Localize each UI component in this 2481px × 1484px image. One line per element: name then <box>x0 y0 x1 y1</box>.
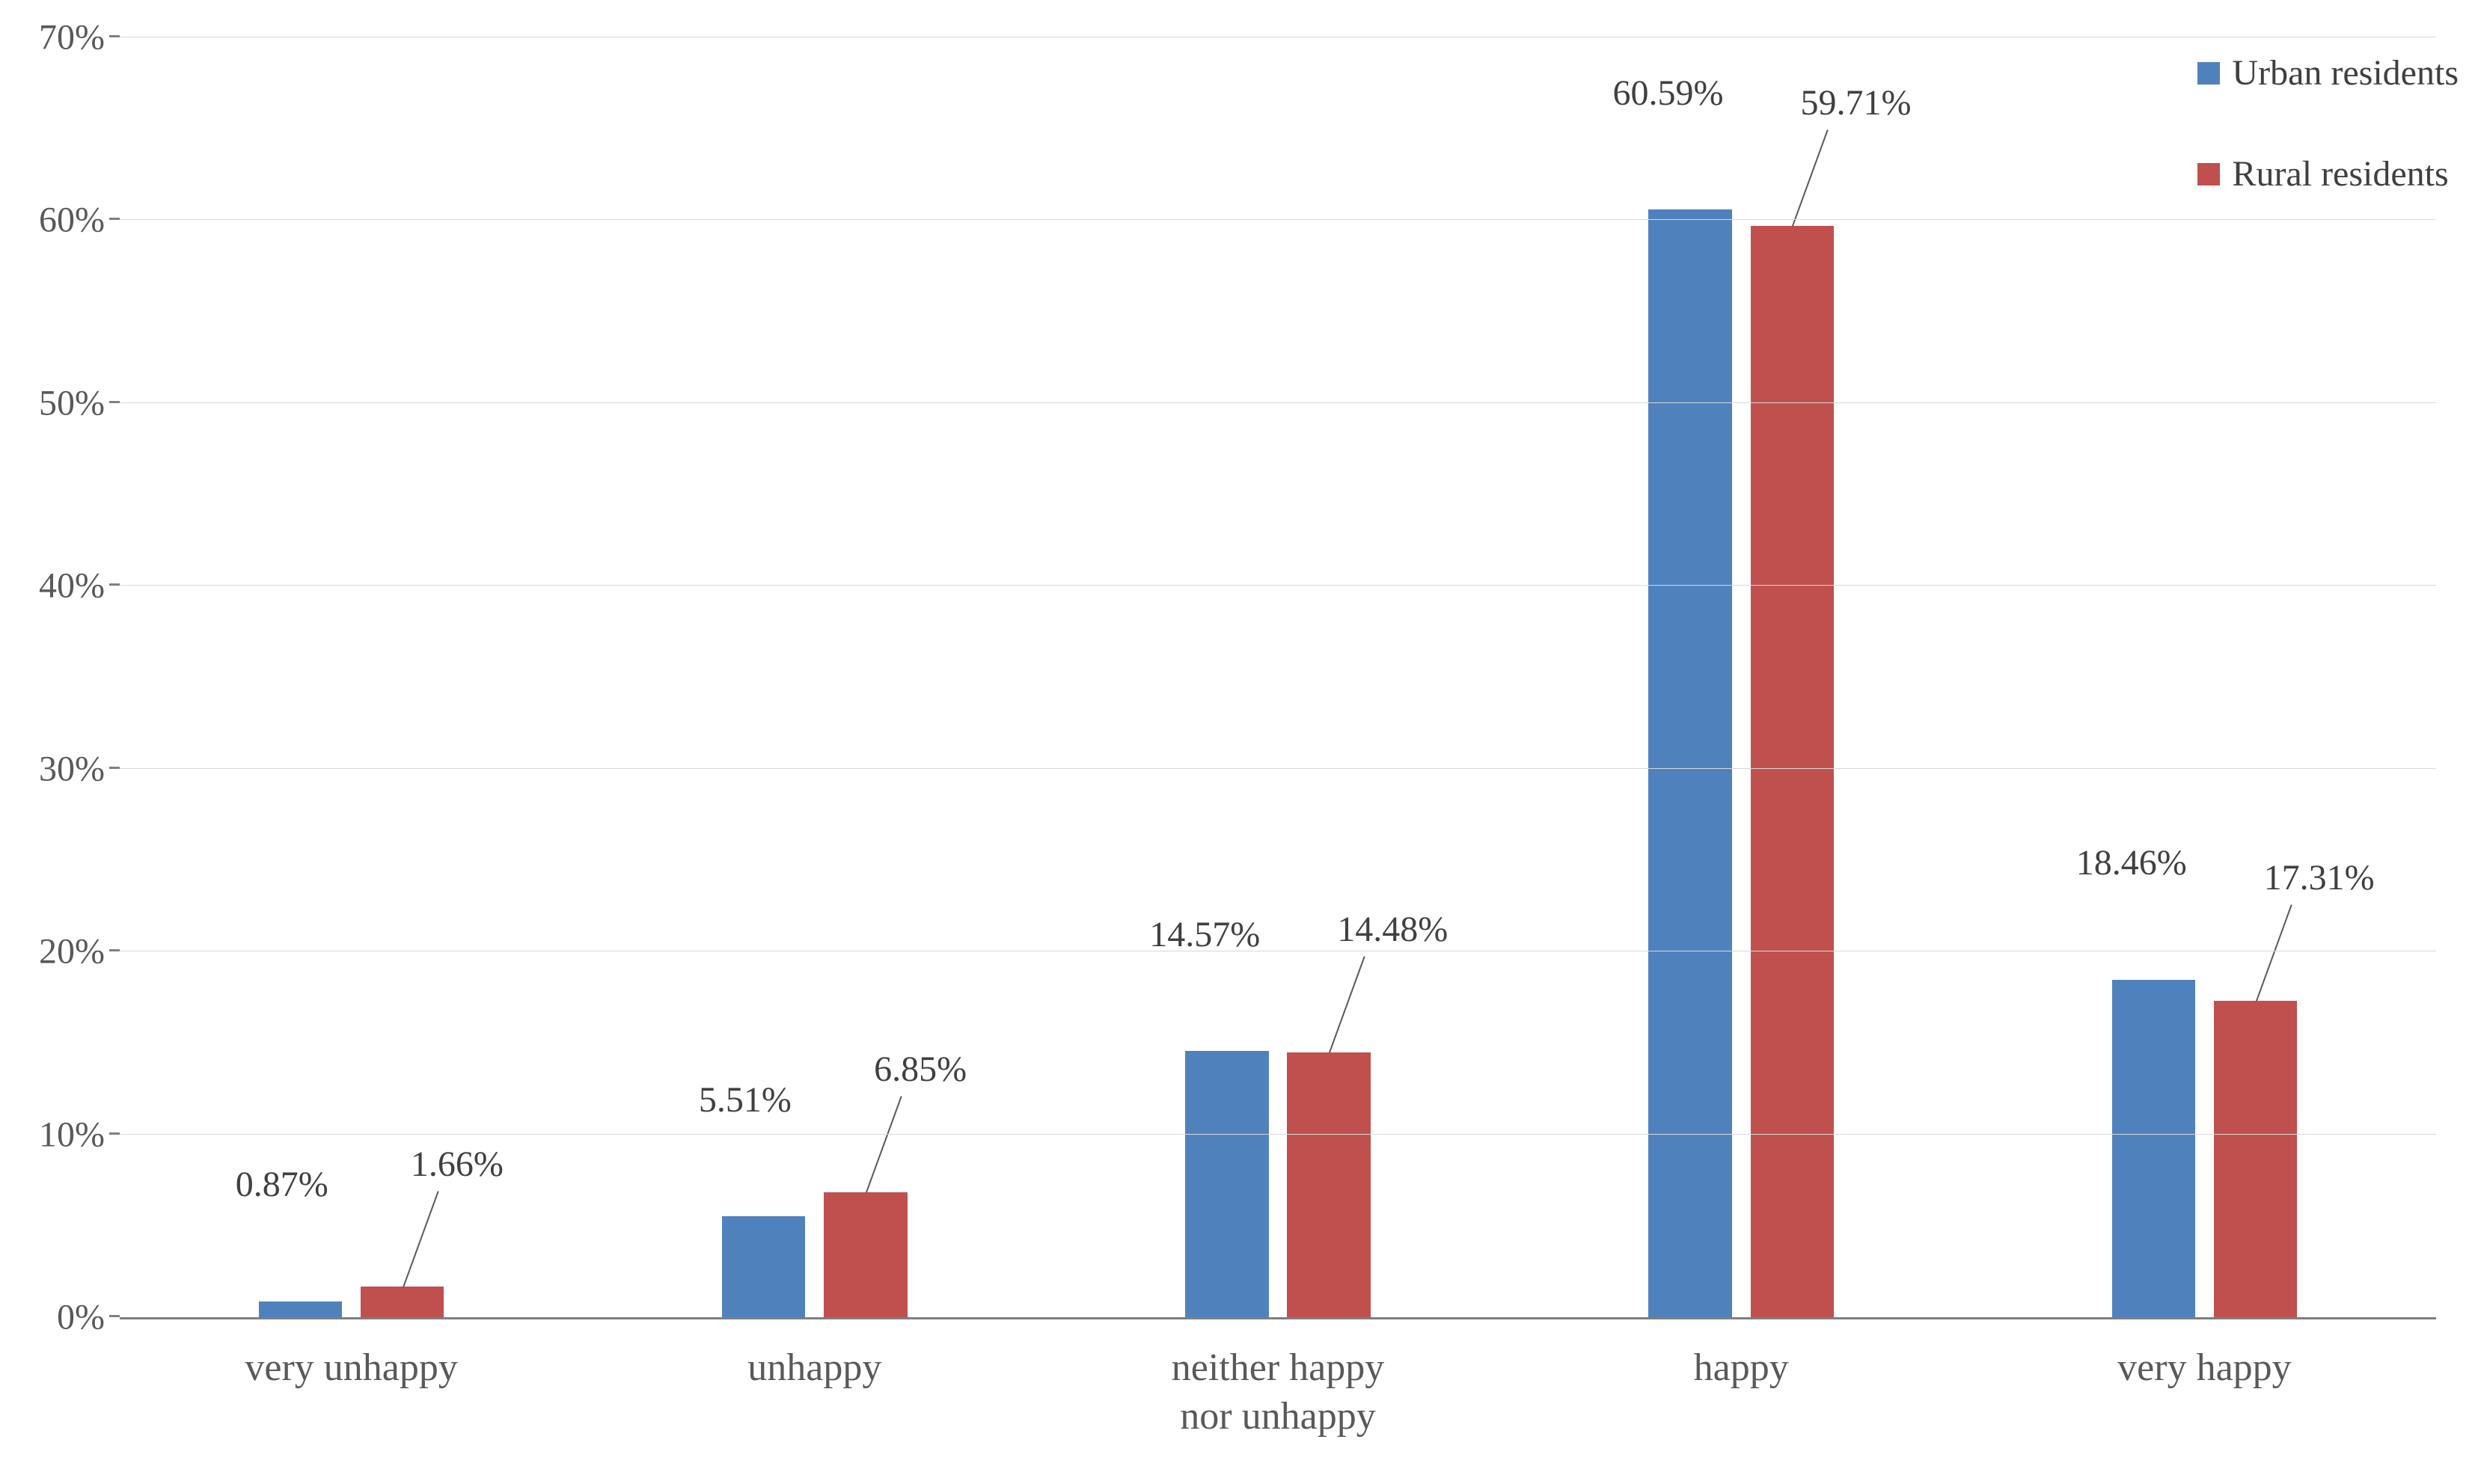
gridline <box>120 219 2436 220</box>
data-label-urban: 18.46% <box>2076 842 2187 883</box>
y-tick-label: 40% <box>39 565 105 607</box>
x-axis-label: unhappy <box>583 1334 1046 1484</box>
bar-urban <box>2112 980 2195 1317</box>
y-tick-label: 20% <box>39 931 105 972</box>
legend-swatch-icon <box>2197 62 2220 85</box>
y-tick-mark <box>109 1315 120 1317</box>
bar-group: 60.59% 59.71% <box>1510 37 1973 1317</box>
gridline <box>120 402 2436 403</box>
y-tick-mark <box>109 35 120 37</box>
bar-urban <box>259 1301 342 1317</box>
y-tick-label: 60% <box>39 200 105 241</box>
bar-rural <box>2214 1001 2297 1317</box>
y-tick-label: 0% <box>57 1297 105 1338</box>
data-label-rural: 1.66% <box>411 1144 504 1185</box>
legend-label: Urban residents <box>2232 52 2459 93</box>
bar-rural <box>361 1287 444 1317</box>
bar-groups: 0.87% 1.66% 5.51% 6.85% 14.57% 14.48% 60.59% 59… <box>120 37 2436 1317</box>
data-label-rural: 17.31% <box>2264 857 2375 898</box>
happiness-bar-chart: 0.87% 1.66% 5.51% 6.85% 14.57% 14.48% 60.59% 59… <box>0 0 2481 1484</box>
y-tick-label: 10% <box>39 1114 105 1155</box>
leader-line <box>1792 129 1829 226</box>
leader-line <box>2256 904 2292 1001</box>
data-label-urban: 0.87% <box>236 1164 328 1205</box>
data-label-rural: 59.71% <box>1800 82 1911 123</box>
plot-area: 0.87% 1.66% 5.51% 6.85% 14.57% 14.48% 60.59% 59… <box>120 37 2436 1319</box>
bar-rural <box>824 1192 907 1317</box>
legend: Urban residents Rural residents <box>2197 52 2459 254</box>
legend-swatch-icon <box>2197 163 2220 186</box>
legend-item-rural: Rural residents <box>2197 153 2459 194</box>
bar-group: 0.87% 1.66% <box>120 37 583 1317</box>
y-tick-mark <box>109 401 120 403</box>
y-tick-mark <box>109 949 120 951</box>
leader-line <box>1329 956 1365 1052</box>
data-label-urban: 5.51% <box>699 1079 792 1120</box>
legend-item-urban: Urban residents <box>2197 52 2459 93</box>
bar-group: 5.51% 6.85% <box>583 37 1046 1317</box>
x-axis-label: very unhappy <box>120 1334 583 1484</box>
y-tick-mark <box>109 1132 120 1135</box>
x-axis-label: neither happynor unhappy <box>1046 1334 1509 1484</box>
y-tick-mark <box>109 767 120 769</box>
gridline <box>120 1134 2436 1135</box>
bar-urban <box>1648 209 1731 1317</box>
leader-line <box>403 1191 439 1287</box>
x-axis-label: very happy <box>1973 1334 2436 1484</box>
x-axis-labels: very unhappyunhappyneither happynor unha… <box>120 1334 2436 1484</box>
bar-rural <box>1751 226 1834 1317</box>
leader-line <box>866 1096 902 1192</box>
y-tick-label: 50% <box>39 382 105 423</box>
y-tick-label: 70% <box>39 17 105 58</box>
y-tick-label: 30% <box>39 748 105 789</box>
gridline <box>120 585 2436 586</box>
data-label-urban: 14.57% <box>1149 914 1260 955</box>
data-label-rural: 14.48% <box>1337 909 1448 950</box>
bar-rural <box>1287 1052 1370 1317</box>
bar-urban <box>722 1216 805 1317</box>
bar-urban <box>1185 1051 1268 1317</box>
legend-label: Rural residents <box>2232 153 2448 194</box>
x-axis-label: happy <box>1510 1334 1973 1484</box>
bar-group: 14.57% 14.48% <box>1046 37 1509 1317</box>
data-label-rural: 6.85% <box>874 1049 967 1090</box>
data-label-urban: 60.59% <box>1613 73 1724 114</box>
y-tick-mark <box>109 583 120 586</box>
gridline <box>120 768 2436 769</box>
y-tick-mark <box>109 218 120 220</box>
